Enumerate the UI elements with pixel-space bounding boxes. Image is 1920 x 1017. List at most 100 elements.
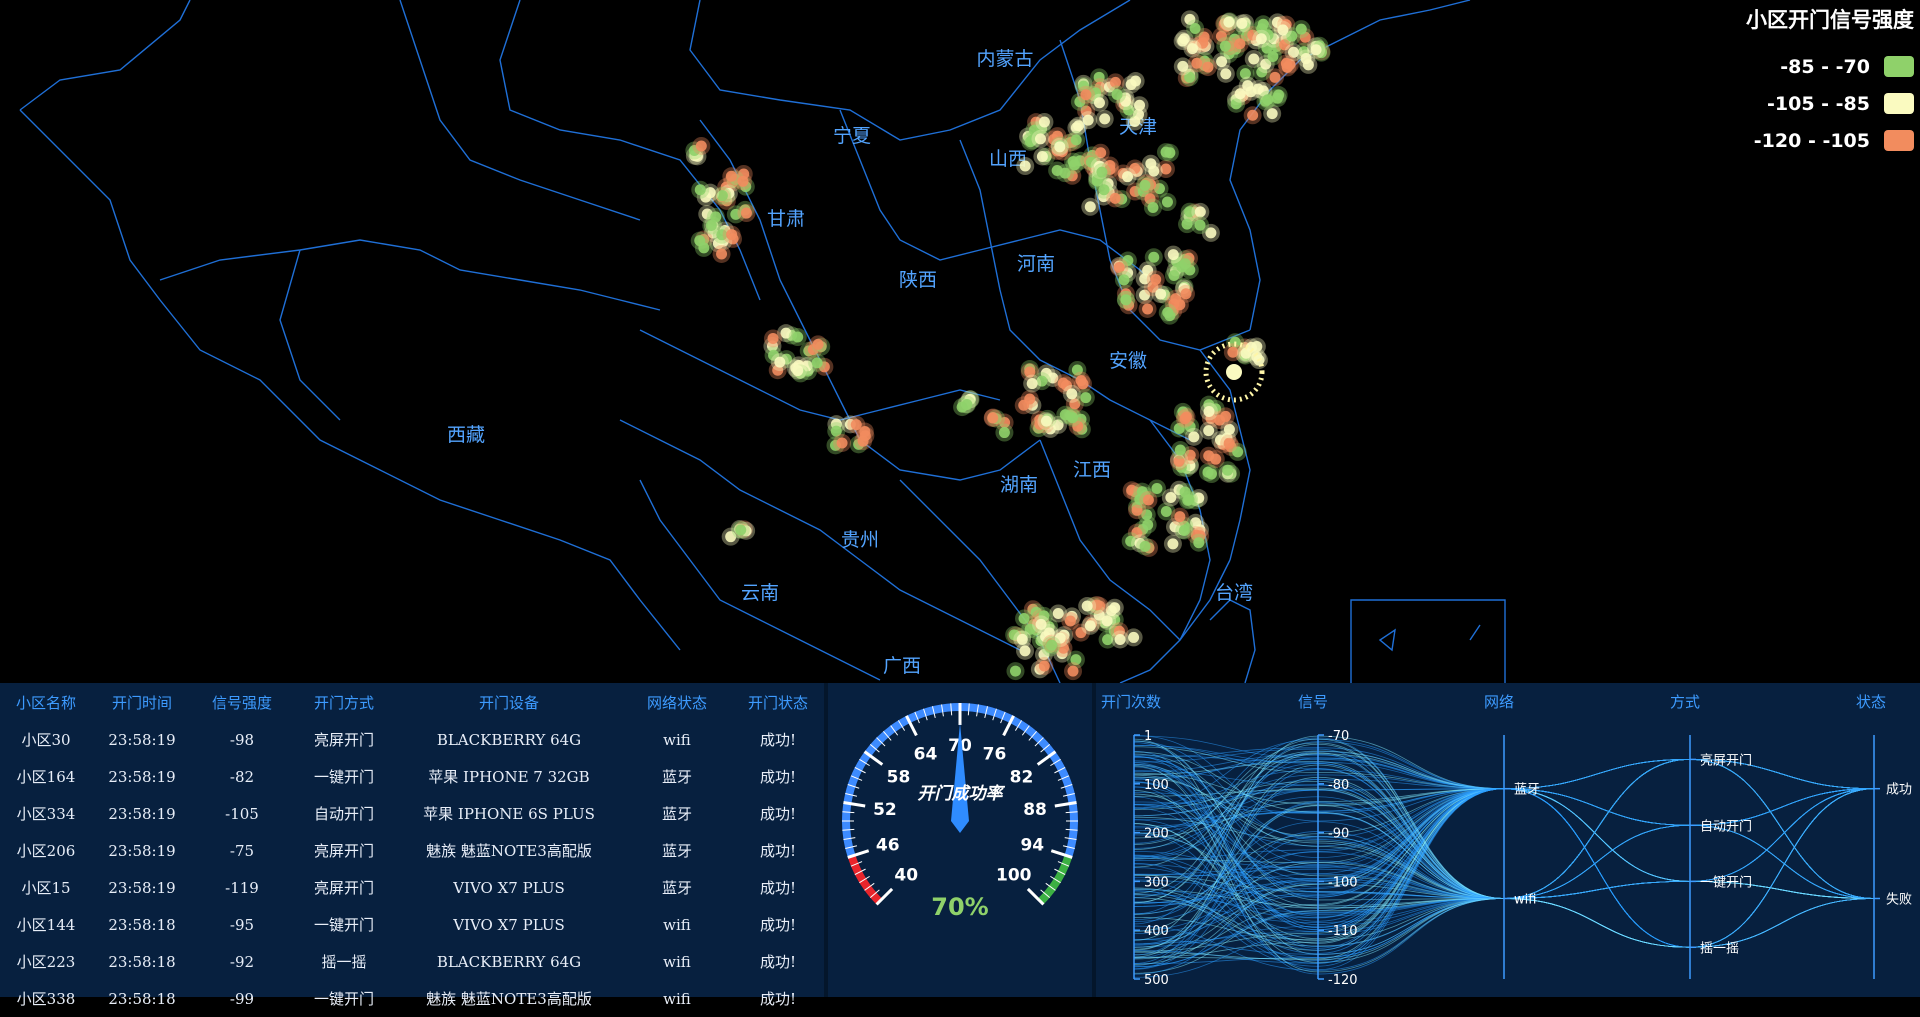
legend-item-weak[interactable]: -120 - -105 [1714,122,1914,159]
parallel-tick-label: -70 [1328,729,1349,744]
parallel-tick-label: 300 [1144,875,1169,890]
signal-point [1096,166,1108,178]
column-header-status[interactable]: 开门状态 [747,693,808,712]
signal-point [1190,517,1202,529]
signal-point [1179,486,1191,498]
signal-point [1099,113,1111,125]
legend-item-medium[interactable]: -105 - -85 [1714,85,1914,122]
signal-point [1180,288,1192,300]
signal-point [1239,68,1251,80]
gauge-tick-label: 52 [873,800,897,820]
signal-point [1129,186,1141,198]
column-header-method[interactable]: 开门方式 [313,693,374,712]
signal-point [1266,108,1278,120]
parallel-line [1133,788,1875,948]
signal-point [1203,405,1215,417]
province-label: 贵州 [841,529,879,551]
signal-point [1052,419,1064,431]
column-header-community[interactable]: 小区名称 [15,693,76,712]
signal-point [1024,393,1036,405]
signal-scatter-points [685,10,1331,681]
gauge-tick-label: 64 [914,744,938,764]
gauge-tick [1036,750,1057,766]
gauge-tick [1062,792,1075,797]
signal-point [1198,31,1210,43]
signal-point [1102,634,1114,646]
cell-method: 亮屏开门 [313,842,374,860]
signal-point [857,435,869,447]
signal-point [710,211,722,223]
cell-method: 自动开门 [313,805,374,823]
gauge-value: 70% [931,893,988,921]
cell-method: 摇一摇 [321,953,367,971]
signal-point [1009,665,1021,677]
cell-community: 小区144 [16,916,76,934]
gauge-tick [847,849,870,859]
cell-status: 成功! [759,879,797,897]
gauge-tick-label: 58 [887,767,911,787]
table-row[interactable]: 小区338 23:58:18 -99 一键开门 魅族 魅蓝NOTE3高配版 wifi 成功! [0,980,824,1017]
gauge-tick-label: 82 [1010,767,1034,787]
signal-point [1288,46,1300,58]
gauge-tick [984,706,989,719]
table-row[interactable]: 小区30 23:58:19 -98 亮屏开门 BLACKBERRY 64G wifi 成功! [0,721,824,758]
signal-point [1230,98,1242,110]
signal-point [1120,294,1132,306]
signal-point [1234,88,1246,100]
signal-point [1026,378,1038,390]
success-rate-gauge: 40465258647076828894100开门成功率70% [842,703,1078,921]
signal-point [1070,654,1082,666]
parallel-axis-name: 网络 [1484,693,1514,711]
signal-point [1093,609,1105,621]
table-row[interactable]: 小区206 23:58:19 -75 亮屏开门 魅族 魅蓝NOTE3高配版 蓝牙 成功! [0,832,824,869]
province-label: 台湾 [1215,582,1253,604]
table-row[interactable]: 小区15 23:58:19 -119 亮屏开门 VIVO X7 PLUS 蓝牙 成功! [0,869,824,906]
signal-point [1052,607,1064,619]
column-header-signal[interactable]: 信号强度 [211,693,272,712]
column-header-device[interactable]: 开门设备 [478,693,539,712]
table-row[interactable]: 小区164 23:58:19 -82 一键开门 苹果 IPHONE 7 32GB 蓝牙 成功… [0,758,824,795]
signal-point [1267,51,1279,63]
table-row[interactable]: 小区334 23:58:19 -105 自动开门 苹果 IPHONE 6S PLUS 蓝牙… [0,795,824,832]
parallel-tick-label: 成功 [1886,783,1912,798]
signal-point [1111,88,1123,100]
signal-point [695,140,707,152]
signal-point [1227,346,1239,358]
gauge-tick [869,743,880,753]
legend-item-strong[interactable]: -85 - -70 [1714,48,1914,85]
signal-point [1090,87,1102,99]
cell-status: 成功! [759,990,797,1008]
table-row[interactable]: 小区223 23:58:18 -92 摇一摇 BLACKBERRY 64G wifi 成功! [0,943,824,980]
signal-point [1081,600,1093,612]
cell-method: 亮屏开门 [313,879,374,897]
signal-point [987,412,999,424]
signal-point [1084,620,1096,632]
signal-point [1186,43,1198,55]
signal-point [1215,30,1227,42]
signal-point [1073,120,1085,132]
gauge-tick-label: 88 [1023,800,1047,820]
signal-point [1162,306,1174,318]
signal-point [1131,504,1143,516]
signal-point [730,208,742,220]
signal-point [801,360,813,372]
parallel-tick-label: 100 [1144,778,1169,793]
column-header-network[interactable]: 网络状态 [646,693,707,712]
signal-point [716,229,728,241]
province-label: 湖南 [1000,474,1038,496]
table-row[interactable]: 小区144 23:58:18 -95 一键开门 VIVO X7 PLUS wifi 成功! [0,906,824,943]
signal-point [1148,251,1160,263]
legend-label: -85 - -70 [1780,55,1870,78]
cell-network: 蓝牙 [661,879,692,897]
china-map[interactable]: 内蒙古 宁夏 天津 山西 甘肃 河南 陕西 安徽 西藏 江西 湖南 贵州 云南 台湾 广西 [0,0,1920,824]
parallel-tick-label: 500 [1144,973,1169,988]
gauge-tick [1050,875,1061,884]
parallel-tick-label: 失败 [1886,892,1912,907]
signal-point [1245,86,1257,98]
signal-point [1262,94,1274,106]
gauge-tick [1065,828,1078,831]
cell-network: wifi [663,952,691,971]
column-header-time[interactable]: 开门时间 [111,693,172,712]
signal-point [1075,375,1087,387]
